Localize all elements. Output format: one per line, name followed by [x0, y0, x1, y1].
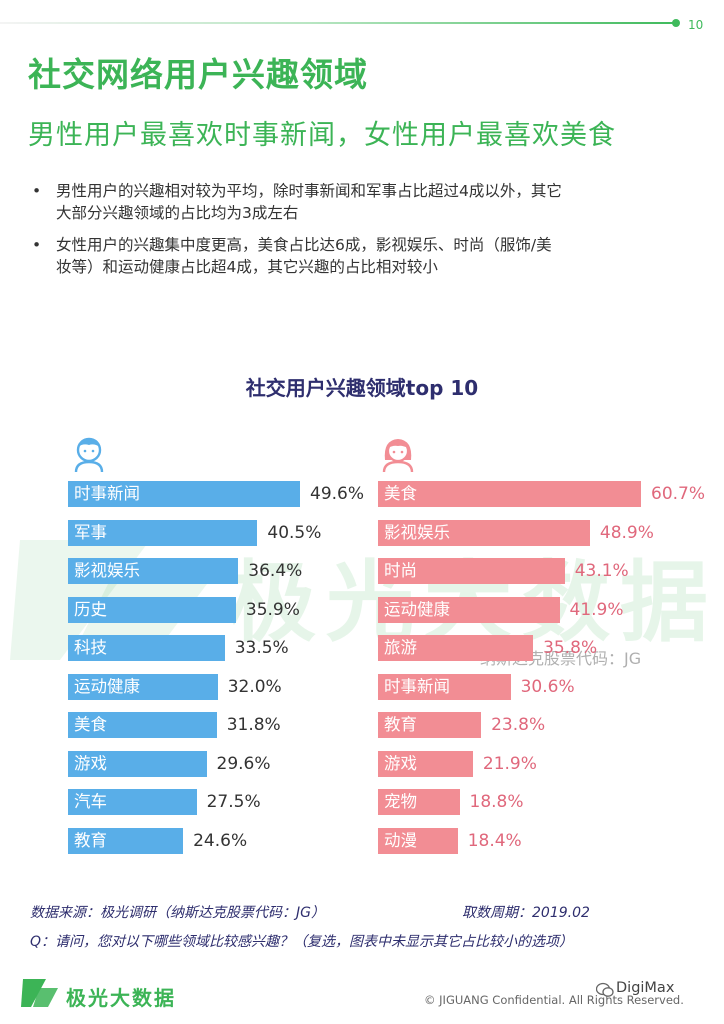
female-bar: 宠物 [378, 789, 460, 815]
male-bar-value: 49.6% [310, 484, 365, 504]
male-bar-label: 历史 [74, 600, 107, 619]
data-source: 数据来源：极光调研（纳斯达克股票代码：JG） [30, 905, 325, 921]
female-bar: 影视娱乐 [378, 520, 590, 546]
male-bar-value: 27.5% [206, 792, 261, 812]
page-number: 10 [688, 18, 704, 32]
female-bar: 旅游 [378, 635, 534, 661]
bullet-dot: • [32, 236, 42, 254]
female-bar-label: 动漫 [384, 831, 417, 850]
male-bar: 运动健康 [68, 674, 218, 700]
male-bar-label: 游戏 [74, 754, 107, 773]
female-bar-label: 宠物 [384, 792, 417, 811]
male-bar-label: 影视娱乐 [74, 561, 140, 580]
male-bar-label: 教育 [74, 831, 107, 850]
female-bar-label: 时事新闻 [384, 677, 450, 696]
male-bar-label: 科技 [74, 638, 107, 657]
male-bar: 游戏 [68, 751, 207, 777]
female-bar: 动漫 [378, 828, 458, 854]
female-bar: 教育 [378, 712, 482, 738]
female-bar: 游戏 [378, 751, 473, 777]
bullet-line: 妆等）和运动健康占比超4成，其它兴趣的占比相对较小 [56, 258, 438, 276]
chart-title: 社交用户兴趣领域top 10 [245, 376, 479, 400]
male-bar-value: 36.4% [248, 561, 303, 581]
male-bar-label: 美食 [74, 715, 107, 734]
female-bar-value: 21.9% [482, 754, 537, 774]
female-bar-value: 18.4% [467, 831, 522, 851]
female-bar-label: 旅游 [384, 638, 417, 657]
male-bar-value: 33.5% [234, 638, 289, 658]
female-bar-label: 影视娱乐 [384, 523, 450, 542]
male-bar-value: 31.8% [226, 715, 281, 735]
bullet-list: • 男性用户的兴趣相对较为平均，除时事新闻和军事占比超过4成以外，其它 大部分兴… [28, 180, 694, 288]
bullet-item: • 女性用户的兴趣集中度更高，美食占比达6成，影视娱乐、时尚（服饰/美 妆等）和… [28, 234, 694, 278]
bullet-line: 女性用户的兴趣集中度更高，美食占比达6成，影视娱乐、时尚（服饰/美 [56, 236, 552, 254]
female-bar-value: 30.6% [520, 677, 575, 697]
male-bar: 美食 [68, 712, 217, 738]
male-bar-value: 29.6% [216, 754, 271, 774]
female-bar-label: 游戏 [384, 754, 417, 773]
male-bar: 军事 [68, 520, 258, 546]
female-bar-value: 60.7% [651, 484, 706, 504]
female-user-icon [382, 439, 414, 473]
male-bar: 科技 [68, 635, 225, 661]
male-bar-label: 运动健康 [74, 677, 140, 696]
female-bar-label: 教育 [384, 715, 417, 734]
female-bar-label: 时尚 [384, 561, 417, 580]
female-bar-label: 运动健康 [384, 600, 450, 619]
female-bar-value: 23.8% [491, 715, 546, 735]
male-bar: 历史 [68, 597, 236, 623]
male-bar-label: 军事 [74, 523, 107, 542]
header-rule-dot [672, 19, 680, 27]
female-bar-value: 35.8% [543, 638, 598, 658]
female-bar: 运动健康 [378, 597, 560, 623]
female-bar: 时事新闻 [378, 674, 511, 700]
page-title: 社交网络用户兴趣领域 [28, 55, 368, 94]
male-bar: 教育 [68, 828, 184, 854]
footer-account: DigiMax [616, 980, 675, 996]
wechat-icon [596, 982, 614, 997]
footer-brand: 极光大数据 [66, 986, 176, 1010]
male-bar-value: 32.0% [227, 677, 282, 697]
male-bar-label: 时事新闻 [74, 484, 140, 503]
footer-copyright: © JIGUANG Confidential. All Rights Reser… [424, 993, 684, 1007]
male-bar-label: 汽车 [74, 792, 107, 811]
bullet-item: • 男性用户的兴趣相对较为平均，除时事新闻和军事占比超过4成以外，其它 大部分兴… [28, 180, 694, 224]
female-bar: 美食 [378, 481, 641, 507]
male-bar: 汽车 [68, 789, 197, 815]
bullet-dot: • [32, 182, 42, 200]
female-bar-label: 美食 [384, 484, 417, 503]
male-bar: 时事新闻 [68, 481, 300, 507]
female-bar-value: 43.1% [574, 561, 629, 581]
male-bar-value: 24.6% [193, 831, 248, 851]
page-subtitle: 男性用户最喜欢时事新闻，女性用户最喜欢美食 [28, 120, 616, 151]
data-period: 取数周期：2019.02 [462, 905, 590, 921]
bullet-line: 男性用户的兴趣相对较为平均，除时事新闻和军事占比超过4成以外，其它 [56, 182, 562, 200]
bullet-line: 大部分兴趣领域的占比均为3成左右 [56, 204, 299, 222]
male-bar-value: 40.5% [267, 523, 322, 543]
female-bar-value: 41.9% [569, 600, 624, 620]
female-bar-value: 18.8% [469, 792, 524, 812]
jiguang-logo-icon [21, 979, 58, 1007]
male-bar: 影视娱乐 [68, 558, 239, 584]
header-rule [0, 22, 678, 24]
male-bar-value: 35.9% [245, 600, 300, 620]
female-bar: 时尚 [378, 558, 565, 584]
survey-question: Q：请问，您对以下哪些领域比较感兴趣？（复选，图表中未显示其它占比较小的选项） [30, 934, 574, 950]
male-user-icon [74, 437, 104, 473]
female-bar-value: 48.9% [599, 523, 654, 543]
